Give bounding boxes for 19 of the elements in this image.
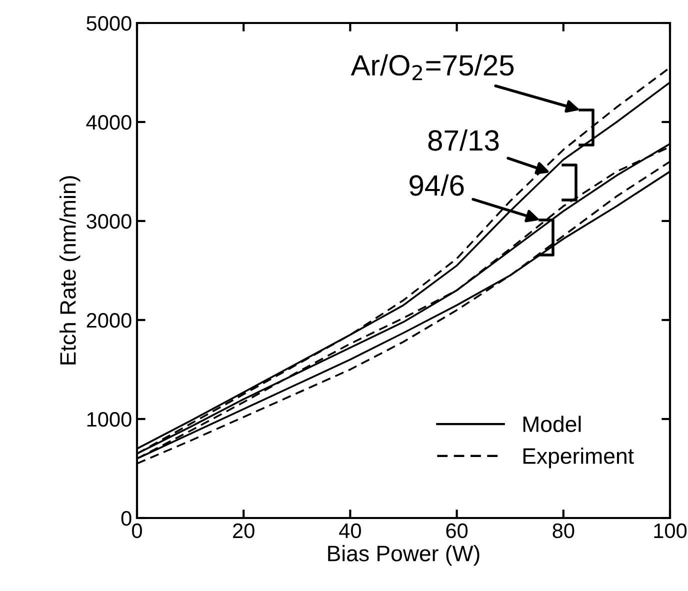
y-tick-label: 5000	[86, 16, 132, 31]
legend-label: Model	[523, 416, 581, 432]
y-tick-label: 3000	[86, 214, 132, 229]
y-tick-label: 4000	[86, 115, 132, 130]
y-tick-label: 2000	[86, 313, 132, 328]
legend-label: Experiment	[523, 448, 634, 468]
x-tick-label: 60	[446, 523, 468, 538]
y-tick-label: 1000	[87, 412, 132, 427]
x-tick-label: 100	[654, 523, 687, 538]
x-tick-label: 80	[552, 523, 574, 538]
x-tick-label: 0	[132, 523, 142, 538]
annotation: Ar/O$_{2}$=75/25	[350, 54, 514, 80]
y-tick-label: 0	[121, 511, 132, 526]
x-axis-title: Bias Power (W)	[328, 545, 480, 566]
x-tick-label: 20	[233, 523, 254, 538]
annotation: 87/13	[428, 129, 499, 151]
annotation: 94/6	[410, 174, 464, 196]
x-tick-label: 40	[339, 523, 361, 538]
y-axis-title: Etch Rate (nm/min)	[60, 176, 80, 364]
